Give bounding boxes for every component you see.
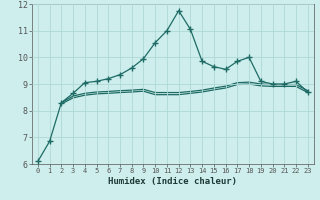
X-axis label: Humidex (Indice chaleur): Humidex (Indice chaleur) (108, 177, 237, 186)
